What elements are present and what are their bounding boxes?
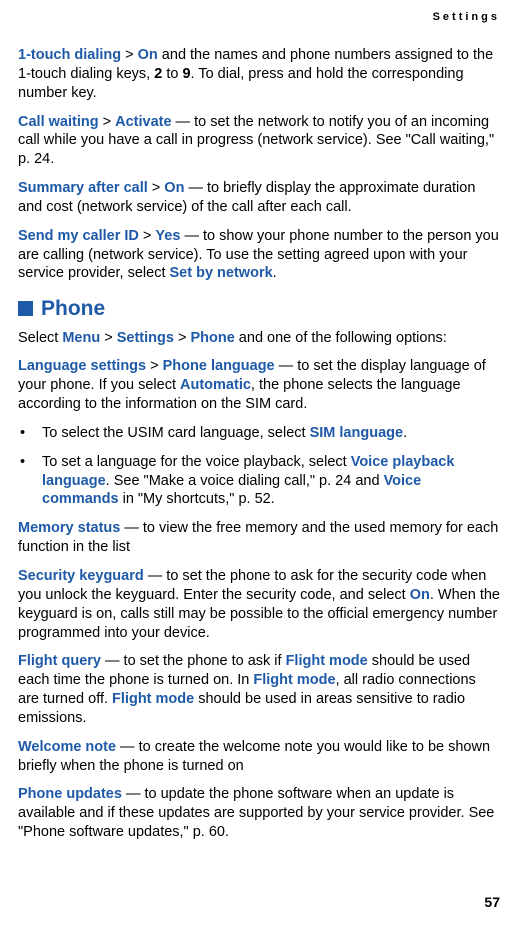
link-activate: Activate: [115, 114, 171, 130]
page-number: 57: [484, 893, 500, 911]
link-on: On: [164, 180, 184, 196]
text: >: [100, 330, 117, 346]
link-memory-status: Memory status: [18, 520, 120, 536]
link-phone-language: Phone language: [163, 358, 275, 374]
bullet-dot-icon: •: [18, 424, 42, 443]
link-1-touch-dialing: 1-touch dialing: [18, 47, 121, 63]
paragraph-language-settings: Language settings > Phone language — to …: [18, 357, 500, 414]
bold-9: 9: [182, 66, 190, 82]
link-set-by-network: Set by network: [170, 265, 273, 281]
paragraph-flight-query: Flight query — to set the phone to ask i…: [18, 652, 500, 727]
text: >: [148, 180, 165, 196]
bullet-sim-language: • To select the USIM card language, sele…: [18, 424, 500, 443]
link-welcome-note: Welcome note: [18, 739, 116, 755]
header-section-label: Settings: [433, 10, 500, 24]
text: To select the USIM card language, select: [42, 425, 310, 441]
text: >: [139, 228, 156, 244]
bullet-dot-icon: •: [18, 453, 42, 510]
text: >: [146, 358, 163, 374]
text: — to set the phone to ask if: [101, 653, 286, 669]
bullet-text: To set a language for the voice playback…: [42, 453, 500, 510]
text: Select: [18, 330, 62, 346]
text: >: [121, 47, 138, 63]
paragraph-summary-after-call: Summary after call > On — to briefly dis…: [18, 179, 500, 217]
link-flight-mode: Flight mode: [112, 691, 194, 707]
paragraph-1-touch-dialing: 1-touch dialing > On and the names and p…: [18, 46, 500, 103]
paragraph-security-keyguard: Security keyguard — to set the phone to …: [18, 567, 500, 642]
link-yes: Yes: [155, 228, 180, 244]
link-settings: Settings: [117, 330, 174, 346]
link-on: On: [410, 587, 430, 603]
link-phone-updates: Phone updates: [18, 786, 122, 802]
link-flight-mode: Flight mode: [253, 672, 335, 688]
link-on: On: [138, 47, 158, 63]
link-send-my-caller-id: Send my caller ID: [18, 228, 139, 244]
section-title: Phone: [41, 295, 105, 322]
link-language-settings: Language settings: [18, 358, 146, 374]
paragraph-phone-updates: Phone updates — to update the phone soft…: [18, 785, 500, 842]
link-sim-language: SIM language: [310, 425, 403, 441]
section-square-icon: [18, 301, 33, 316]
bullet-voice-playback: • To set a language for the voice playba…: [18, 453, 500, 510]
bullet-text: To select the USIM card language, select…: [42, 424, 500, 443]
link-flight-query: Flight query: [18, 653, 101, 669]
link-menu: Menu: [62, 330, 100, 346]
link-summary-after-call: Summary after call: [18, 180, 148, 196]
text: >: [174, 330, 191, 346]
text: . See "Make a voice dialing call," p. 24…: [106, 473, 384, 489]
link-call-waiting: Call waiting: [18, 114, 99, 130]
paragraph-select-menu: Select Menu > Settings > Phone and one o…: [18, 329, 500, 348]
paragraph-memory-status: Memory status — to view the free memory …: [18, 519, 500, 557]
link-phone: Phone: [190, 330, 234, 346]
text: To set a language for the voice playback…: [42, 454, 351, 470]
paragraph-call-waiting: Call waiting > Activate — to set the net…: [18, 113, 500, 170]
text: >: [99, 114, 116, 130]
section-header-phone: Phone: [18, 295, 500, 322]
page-content: 1-touch dialing > On and the names and p…: [18, 46, 500, 842]
text: in "My shortcuts," p. 52.: [119, 491, 275, 507]
text: .: [403, 425, 407, 441]
paragraph-welcome-note: Welcome note — to create the welcome not…: [18, 738, 500, 776]
link-security-keyguard: Security keyguard: [18, 568, 144, 584]
text: and one of the following options:: [235, 330, 447, 346]
text: to: [162, 66, 182, 82]
text: .: [273, 265, 277, 281]
link-flight-mode: Flight mode: [286, 653, 368, 669]
paragraph-send-caller-id: Send my caller ID > Yes — to show your p…: [18, 227, 500, 284]
link-automatic: Automatic: [180, 377, 251, 393]
